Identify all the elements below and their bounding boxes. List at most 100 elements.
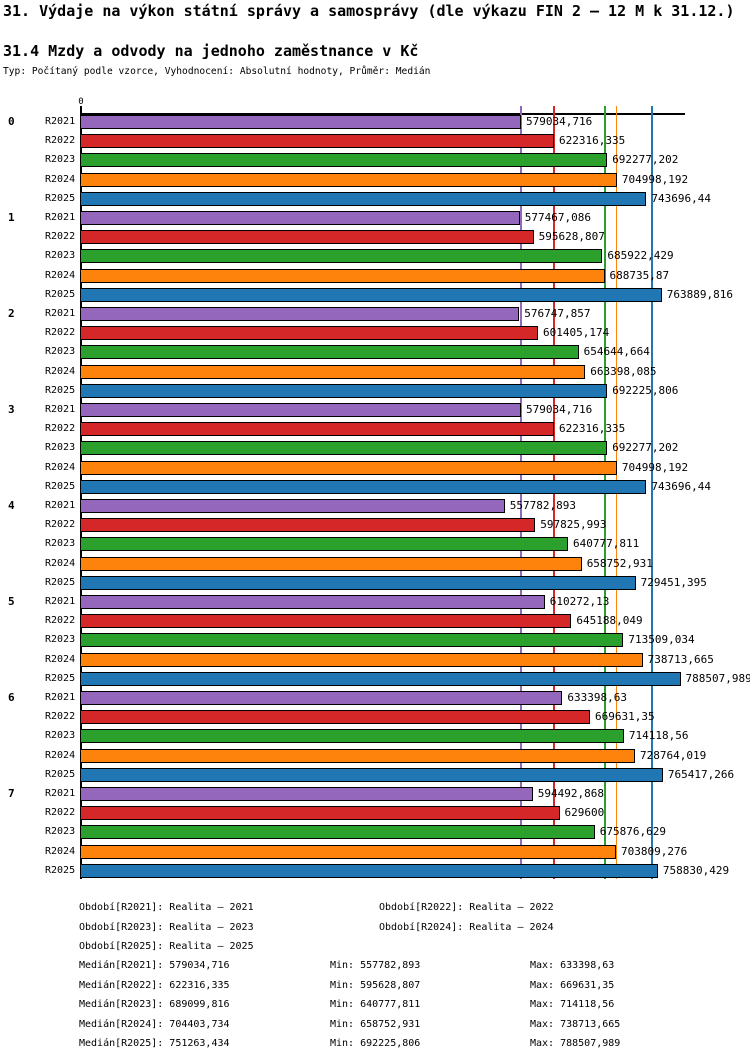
series-label: R2022 <box>45 327 76 339</box>
bar-value-label: 622316,335 <box>559 422 626 436</box>
bar-value-label: 738713,665 <box>647 652 714 666</box>
category-label: 4 <box>8 499 15 512</box>
bar <box>80 479 647 494</box>
bar-value-label: 658752,931 <box>586 556 653 570</box>
series-label: R2024 <box>45 461 76 473</box>
legend-max: Max: 738713,665 <box>530 1018 621 1030</box>
bar-value-label: 704998,192 <box>621 460 689 474</box>
bar <box>80 825 595 840</box>
legend-period: Období[R2022]: Realita – 2022 <box>379 902 554 913</box>
bar-value-label: 763889,816 <box>666 287 734 301</box>
bar <box>80 748 635 763</box>
bar-value-label: 629600 <box>564 806 605 820</box>
category-label: 3 <box>8 403 15 416</box>
series-label: R2022 <box>45 807 76 819</box>
bar-value-label: 765417,266 <box>667 767 735 781</box>
bar-value-label: 688735,87 <box>609 268 670 282</box>
bar-value-label: 557782,893 <box>509 499 577 512</box>
bar <box>80 326 538 341</box>
legend-min: Min: 658752,931 <box>330 1018 421 1030</box>
bar <box>80 230 534 245</box>
series-label: R2023 <box>45 346 76 358</box>
bar <box>80 211 520 225</box>
series-label: R2023 <box>45 442 76 454</box>
bar-value-label: 645188,049 <box>576 614 643 628</box>
bar <box>80 518 536 533</box>
bar <box>80 614 572 629</box>
bar <box>80 499 505 513</box>
legend-median: Medián[R2021]: 579034,716 <box>79 960 230 971</box>
bar-value-label: 675876,629 <box>599 825 667 839</box>
x-axis-line <box>80 113 685 115</box>
series-label: R2025 <box>45 864 76 876</box>
series-label: R2022 <box>45 519 76 531</box>
series-label: R2024 <box>45 365 76 377</box>
series-label: R2025 <box>45 768 76 780</box>
bar-value-label: 704998,192 <box>621 172 689 186</box>
series-label: R2025 <box>45 288 76 300</box>
report-title: 31. Výdaje na výkon státní správy a samo… <box>3 2 735 20</box>
series-label: R2023 <box>45 634 76 646</box>
bar <box>80 633 624 648</box>
series-label: R2021 <box>45 596 76 607</box>
series-label: R2022 <box>45 231 76 243</box>
bar <box>80 403 521 417</box>
bar-value-label: 743696,44 <box>651 191 711 205</box>
category-label: 6 <box>8 691 15 704</box>
legend-max: Max: 633398,63 <box>530 960 615 971</box>
series-label: R2022 <box>45 423 76 435</box>
legend-period: Období[R2023]: Realita – 2023 <box>79 921 254 933</box>
legend-min: Min: 595628,807 <box>330 979 421 991</box>
series-label: R2025 <box>45 672 76 684</box>
bar-value-label: 579034,716 <box>526 403 593 416</box>
bar-value-label: 595628,807 <box>538 230 605 244</box>
series-label: R2024 <box>45 749 76 761</box>
bar <box>80 729 624 744</box>
bar <box>80 345 579 360</box>
series-label: R2022 <box>45 135 76 147</box>
bar-value-label: 579034,716 <box>526 115 593 128</box>
legend-median: Medián[R2024]: 704403,734 <box>79 1018 230 1030</box>
legend-period: Období[R2021]: Realita – 2021 <box>79 902 254 913</box>
section-title: 31.4 Mzdy a odvody na jednoho zaměstnanc… <box>3 42 419 60</box>
bar-value-label: 594492,868 <box>537 787 605 800</box>
bar <box>80 115 521 129</box>
category-label: 7 <box>8 787 15 800</box>
bar-value-label: 692277,202 <box>612 153 679 167</box>
bar-value-label: 601405,174 <box>543 326 610 340</box>
bar <box>80 441 608 456</box>
bar <box>80 556 582 571</box>
legend-min: Min: 692225,806 <box>330 1038 421 1050</box>
legend-min: Min: 557782,893 <box>330 960 421 971</box>
series-label: R2023 <box>45 538 76 550</box>
bar <box>80 422 554 437</box>
bar-value-label: 714118,56 <box>628 729 689 743</box>
bar-value-label: 576747,857 <box>524 307 591 320</box>
category-label: 0 <box>8 115 15 128</box>
series-label: R2025 <box>45 576 76 588</box>
bar <box>80 249 603 264</box>
category-label: 5 <box>8 595 15 608</box>
bar-value-label: 663398,085 <box>590 364 657 378</box>
series-label: R2024 <box>45 845 76 857</box>
series-label: R2024 <box>45 653 76 665</box>
series-label: R2021 <box>45 212 76 223</box>
legend-max: Max: 669631,35 <box>530 979 615 991</box>
bar-value-label: 758830,429 <box>662 863 730 877</box>
bar <box>80 652 643 667</box>
bar-value-label: 729451,395 <box>640 575 707 589</box>
axis-zero-tick-label: 0 <box>78 97 84 107</box>
type-line: Typ: Počítaný podle vzorce, Vyhodnocení:… <box>3 66 431 77</box>
bar-value-label: 669631,35 <box>595 710 655 724</box>
bar <box>80 575 636 590</box>
series-label: R2024 <box>45 557 76 569</box>
series-label: R2023 <box>45 730 76 742</box>
bar <box>80 307 520 321</box>
bar-value-label: 728764,019 <box>640 748 707 762</box>
legend-median: Medián[R2022]: 622316,335 <box>79 979 230 991</box>
bar <box>80 710 590 725</box>
series-label: R2024 <box>45 173 76 185</box>
bar <box>80 844 616 859</box>
bar <box>80 153 608 168</box>
